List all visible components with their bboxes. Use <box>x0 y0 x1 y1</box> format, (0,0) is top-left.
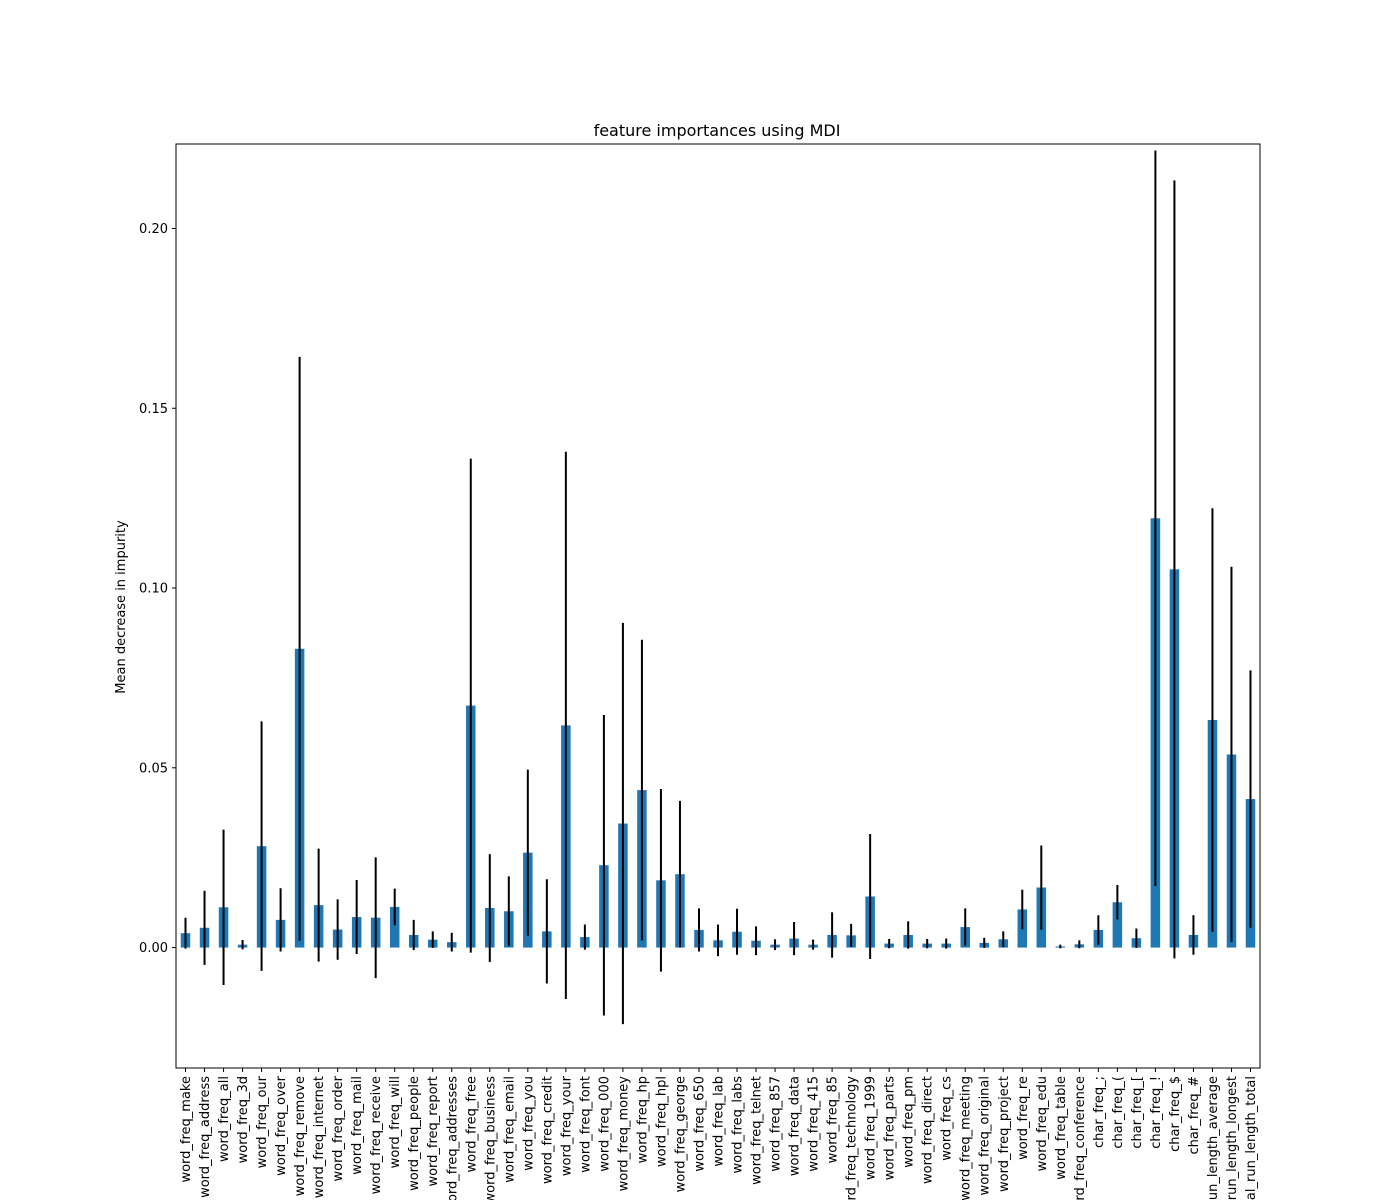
x-tick-label: word_freq_415 <box>807 1076 822 1172</box>
x-tick-label: word_freq_pm <box>902 1076 917 1168</box>
x-tick-label: char_freq_# <box>1187 1076 1202 1154</box>
x-tick-label: word_freq_project <box>997 1076 1012 1192</box>
x-tick-label: word_freq_original <box>978 1076 993 1195</box>
x-tick-label: word_freq_data <box>788 1076 803 1176</box>
x-tick-label: word_freq_all <box>217 1076 232 1162</box>
error-bars <box>184 150 1252 1025</box>
plot-frame <box>175 143 1261 1069</box>
y-tick-label: 0.00 <box>139 941 168 956</box>
x-tick-label: word_freq_telnet <box>750 1076 765 1185</box>
x-tick-label: word_freq_make <box>179 1076 194 1183</box>
x-tick-label: word_freq_mail <box>350 1076 365 1175</box>
y-axis-label: Mean decrease in impurity <box>114 520 129 694</box>
y-tick-label: 0.05 <box>139 761 168 776</box>
x-tick-label: char_freq_( <box>1111 1076 1126 1149</box>
x-tick-label: word_freq_george <box>673 1076 688 1192</box>
x-tick-label: word_freq_credit <box>540 1076 555 1184</box>
x-tick-label: word_freq_business <box>483 1076 498 1200</box>
x-tick-label: word_freq_address <box>198 1076 213 1198</box>
x-tick-label: word_freq_email <box>502 1076 517 1183</box>
x-tick-label: word_freq_hp <box>635 1076 650 1163</box>
x-tick-label: word_freq_meeting <box>959 1076 974 1200</box>
x-tick-label: word_freq_people <box>407 1076 422 1191</box>
x-tick-label: word_freq_labs <box>731 1076 746 1174</box>
y-tick-label: 0.20 <box>139 222 168 237</box>
x-tick-label: word_freq_internet <box>312 1076 327 1198</box>
x-tick-label: word_freq_report <box>426 1076 441 1187</box>
x-tick-label: word_freq_will <box>388 1076 403 1168</box>
x-tick-label: word_freq_technology <box>845 1076 860 1200</box>
bars <box>180 518 1256 948</box>
x-tick-label: word_freq_85 <box>826 1076 841 1163</box>
x-axis: word_freq_make word_freq_address word_freq… <box>179 1068 1259 1200</box>
x-tick-label: word_freq_direct <box>921 1076 936 1184</box>
bar <box>1112 902 1123 948</box>
chart-title: feature importances using MDI <box>594 121 841 140</box>
x-tick-label: capital_run_length_total <box>1244 1076 1259 1200</box>
x-tick-label: word_freq_receive <box>369 1076 384 1194</box>
x-tick-label: word_freq_money <box>616 1076 631 1192</box>
x-tick-label: char_freq_[ <box>1130 1076 1145 1149</box>
x-tick-label: word_freq_remove <box>293 1076 308 1196</box>
x-tick-label: word_freq_you <box>521 1076 536 1171</box>
x-tick-label: char_freq_$ <box>1168 1076 1183 1152</box>
x-tick-label: capital_run_length_longest <box>1225 1076 1240 1200</box>
x-tick-label: word_freq_conference <box>1073 1076 1088 1200</box>
x-tick-label: word_freq_addresses <box>445 1076 460 1200</box>
x-tick-label: word_freq_lab <box>712 1076 727 1167</box>
x-tick-label: word_freq_font <box>578 1076 593 1173</box>
x-tick-label: word_freq_order <box>331 1075 346 1181</box>
x-tick-label: char_freq_! <box>1149 1076 1164 1149</box>
x-tick-label: word_freq_free <box>464 1076 479 1172</box>
y-tick-label: 0.15 <box>139 402 168 417</box>
x-tick-label: word_freq_over <box>274 1075 289 1175</box>
x-tick-label: word_freq_650 <box>692 1076 707 1172</box>
x-tick-label: word_freq_parts <box>883 1076 898 1181</box>
x-tick-label: capital_run_length_average <box>1206 1076 1221 1200</box>
x-tick-label: word_freq_table <box>1054 1076 1069 1180</box>
x-tick-label: word_freq_hpl <box>654 1076 669 1167</box>
x-tick-label: word_freq_edu <box>1035 1076 1050 1171</box>
x-tick-label: word_freq_our <box>255 1075 270 1168</box>
x-tick-label: char_freq_; <box>1092 1076 1107 1148</box>
y-axis: 0.00 0.05 0.10 0.15 0.20 <box>139 222 176 956</box>
bar <box>389 906 400 948</box>
x-tick-label: word_freq_1999 <box>864 1076 879 1180</box>
x-tick-label: word_freq_re <box>1016 1076 1031 1160</box>
x-tick-label: word_freq_857 <box>769 1076 784 1172</box>
y-tick-label: 0.10 <box>139 582 168 597</box>
x-tick-label: word_freq_3d <box>236 1076 251 1163</box>
x-tick-label: word_freq_your <box>559 1075 574 1176</box>
x-tick-label: word_freq_cs <box>940 1076 955 1161</box>
x-tick-label: word_freq_000 <box>597 1076 612 1172</box>
